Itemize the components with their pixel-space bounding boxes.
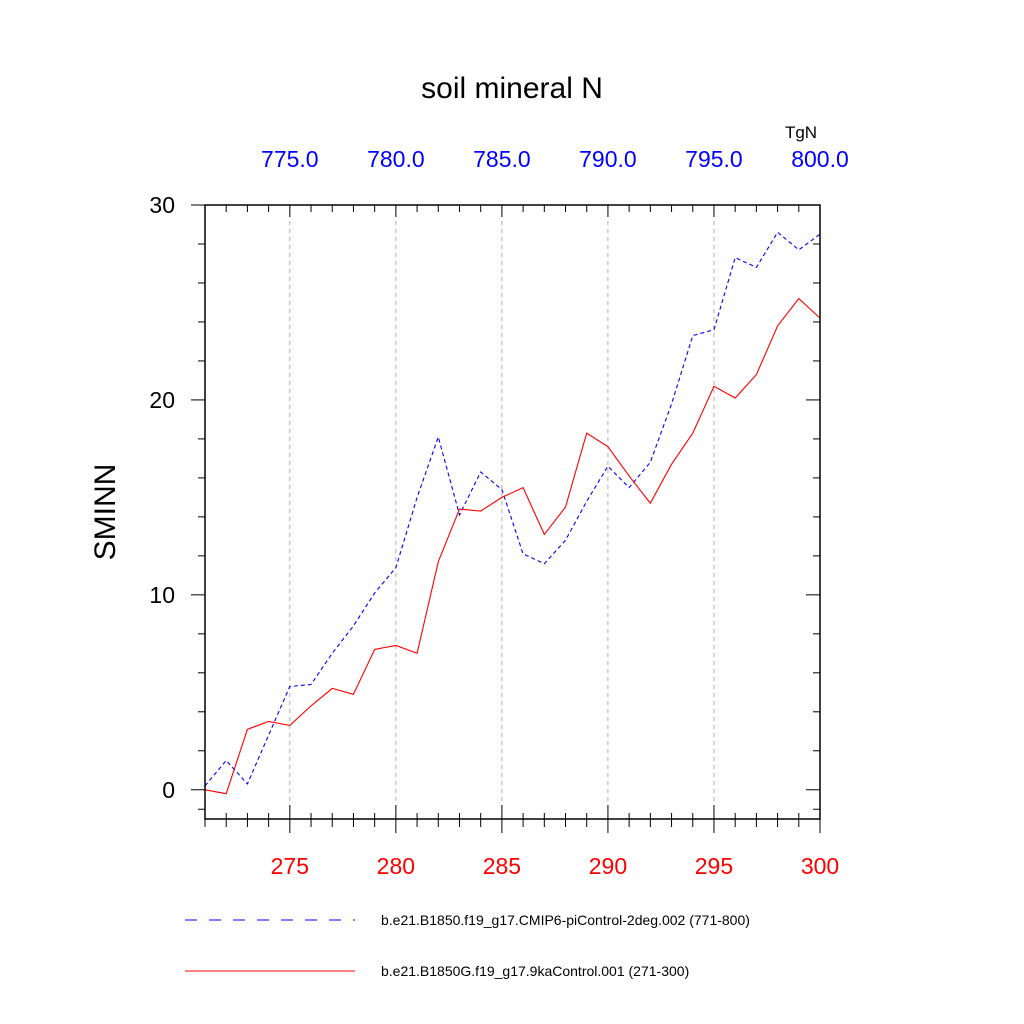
series-layer — [204, 231, 821, 795]
x-bottom-tick-label: 300 — [801, 853, 839, 879]
x-bottom-tick-label: 275 — [271, 853, 309, 879]
x-top-tick-label: 775.0 — [261, 146, 319, 172]
y-axis-label: SMINN — [89, 464, 122, 561]
y-units-label: TgN — [785, 123, 817, 142]
legend-label-series-2: b.e21.B1850G.f19_g17.9kaControl.001 (271… — [381, 963, 689, 979]
series-line-2 — [204, 297, 821, 795]
x-bottom-tick-label: 290 — [589, 853, 627, 879]
y-tick-label: 10 — [149, 582, 175, 608]
x-top-tick-label: 795.0 — [685, 146, 743, 172]
y-tick-label: 20 — [149, 387, 175, 413]
x-bottom-tick-label: 285 — [483, 853, 521, 879]
series-line-1 — [204, 231, 821, 787]
plot-frame — [204, 204, 821, 820]
axis-ticks — [191, 204, 821, 833]
y-tick-label: 30 — [149, 192, 175, 218]
x-bottom-tick-label: 280 — [377, 853, 415, 879]
y-tick-label: 0 — [162, 777, 175, 803]
x-top-tick-label: 790.0 — [579, 146, 637, 172]
legend-label-series-1: b.e21.B1850.f19_g17.CMIP6-piControl-2deg… — [381, 912, 750, 928]
chart-title: soil mineral N — [421, 72, 603, 105]
x-top-tick-label: 780.0 — [367, 146, 425, 172]
grid-lines — [289, 205, 715, 819]
legend: b.e21.B1850.f19_g17.CMIP6-piControl-2deg… — [185, 912, 750, 979]
x-top-tick-label: 800.0 — [791, 146, 849, 172]
x-bottom-tick-label: 295 — [695, 853, 733, 879]
x-top-tick-label: 785.0 — [473, 146, 531, 172]
